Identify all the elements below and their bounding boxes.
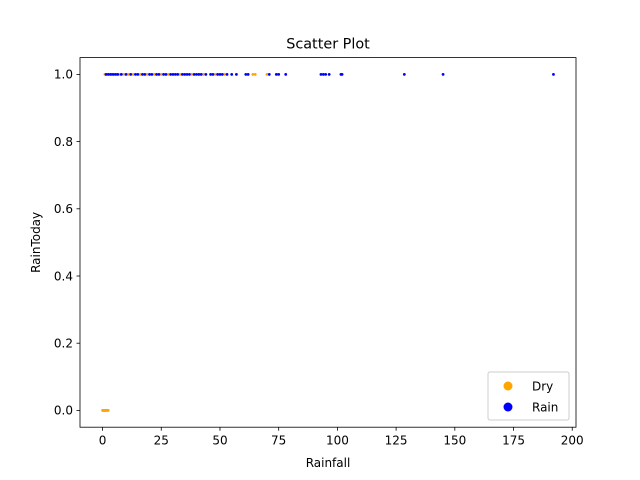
point-dry-23 — [145, 73, 149, 76]
point-rain-0 — [104, 73, 108, 76]
y-tick-label-1: 0.2 — [54, 337, 73, 351]
point-rain-18 — [164, 73, 168, 76]
point-rain-23 — [180, 73, 184, 76]
x-tick-label-3: 75 — [271, 434, 286, 448]
point-rain-49 — [327, 73, 331, 76]
point-rain-26 — [188, 73, 191, 76]
x-tick-label-1: 25 — [154, 434, 169, 448]
x-tick-label-4: 100 — [326, 434, 349, 448]
points-layer — [101, 73, 555, 412]
point-dry-21 — [131, 73, 135, 76]
point-dry-20 — [126, 73, 130, 76]
point-rain-10 — [136, 73, 140, 76]
x-axis-label: Rainfall — [306, 456, 351, 470]
point-rain-28 — [195, 73, 198, 76]
point-rain-8 — [129, 73, 133, 76]
point-rain-34 — [216, 73, 220, 76]
point-rain-54 — [552, 73, 555, 76]
x-tick-label-0: 0 — [99, 434, 107, 448]
point-rain-32 — [209, 73, 212, 76]
point-dry-25 — [159, 73, 163, 76]
legend-label-dry: Dry — [532, 380, 553, 394]
point-rain-39 — [235, 73, 238, 76]
point-rain-24 — [183, 73, 187, 76]
x-tick-label-7: 175 — [502, 434, 525, 448]
x-tick-label-8: 200 — [561, 434, 584, 448]
legend-marker-dry — [503, 381, 513, 391]
point-rain-44 — [277, 73, 281, 76]
point-rain-15 — [155, 73, 158, 76]
point-dry-30 — [213, 73, 217, 76]
point-rain-1 — [107, 73, 110, 76]
point-rain-29 — [197, 73, 201, 76]
point-dry-11 — [106, 409, 110, 412]
point-rain-30 — [199, 73, 203, 76]
point-dry-27 — [178, 73, 182, 76]
point-rain-36 — [220, 73, 224, 76]
legend-label-rain: Rain — [532, 401, 558, 415]
x-tick-label-6: 150 — [443, 434, 466, 448]
x-axis-ticks: 0 25 50 75 100 125 150 175 200 — [99, 427, 584, 448]
point-dry-29 — [202, 73, 205, 76]
point-rain-3 — [111, 73, 115, 76]
point-rain-2 — [109, 73, 113, 76]
point-rain-41 — [246, 73, 250, 76]
point-rain-16 — [157, 73, 161, 76]
point-rain-37 — [225, 73, 229, 76]
point-dry-34 — [265, 73, 269, 76]
point-rain-11 — [141, 73, 144, 76]
point-rain-42 — [267, 73, 271, 76]
point-dry-28 — [190, 73, 194, 76]
point-rain-35 — [218, 73, 222, 76]
y-tick-label-0: 0.0 — [54, 404, 73, 418]
point-rain-46 — [319, 73, 323, 76]
point-dry-19 — [122, 73, 126, 76]
y-axis-ticks: 0.0 0.2 0.4 0.6 0.8 1.0 — [54, 68, 80, 418]
chart-title: Scatter Plot — [286, 37, 370, 53]
point-rain-5 — [116, 73, 120, 76]
point-rain-40 — [244, 73, 248, 76]
point-rain-7 — [124, 73, 128, 76]
legend: Dry Rain — [487, 371, 570, 421]
point-rain-4 — [114, 73, 117, 76]
point-rain-25 — [185, 73, 189, 76]
y-tick-label-4: 0.8 — [54, 135, 73, 149]
point-rain-19 — [169, 73, 173, 76]
point-rain-51 — [340, 73, 344, 76]
point-rain-43 — [274, 73, 278, 76]
point-dry-31 — [223, 73, 227, 76]
point-rain-12 — [143, 73, 147, 76]
point-dry-32 — [251, 73, 255, 76]
y-tick-label-2: 0.4 — [54, 269, 73, 283]
point-rain-27 — [192, 73, 196, 76]
x-tick-label-5: 125 — [385, 434, 408, 448]
point-dry-33 — [253, 73, 257, 76]
point-rain-17 — [162, 73, 166, 76]
point-rain-52 — [402, 73, 406, 76]
point-rain-47 — [321, 73, 325, 76]
point-dry-26 — [166, 73, 170, 76]
x-tick-label-2: 50 — [212, 434, 227, 448]
point-rain-20 — [171, 73, 175, 76]
y-axis-label: RainToday — [29, 212, 43, 273]
point-rain-14 — [150, 73, 154, 76]
point-rain-6 — [119, 73, 123, 76]
y-tick-label-3: 0.6 — [54, 202, 73, 216]
point-rain-53 — [441, 73, 445, 76]
point-rain-45 — [284, 73, 288, 76]
point-rain-33 — [211, 73, 215, 76]
point-rain-13 — [148, 73, 151, 76]
point-dry-24 — [152, 73, 156, 76]
point-rain-38 — [230, 73, 234, 76]
y-tick-label-5: 1.0 — [54, 68, 73, 82]
legend-marker-rain — [503, 402, 513, 412]
plot-area-frame — [79, 57, 577, 428]
point-rain-21 — [173, 73, 177, 76]
point-rain-9 — [134, 73, 137, 76]
point-rain-31 — [204, 73, 208, 76]
point-dry-22 — [138, 73, 142, 76]
point-rain-48 — [324, 73, 328, 76]
point-rain-22 — [176, 73, 180, 76]
